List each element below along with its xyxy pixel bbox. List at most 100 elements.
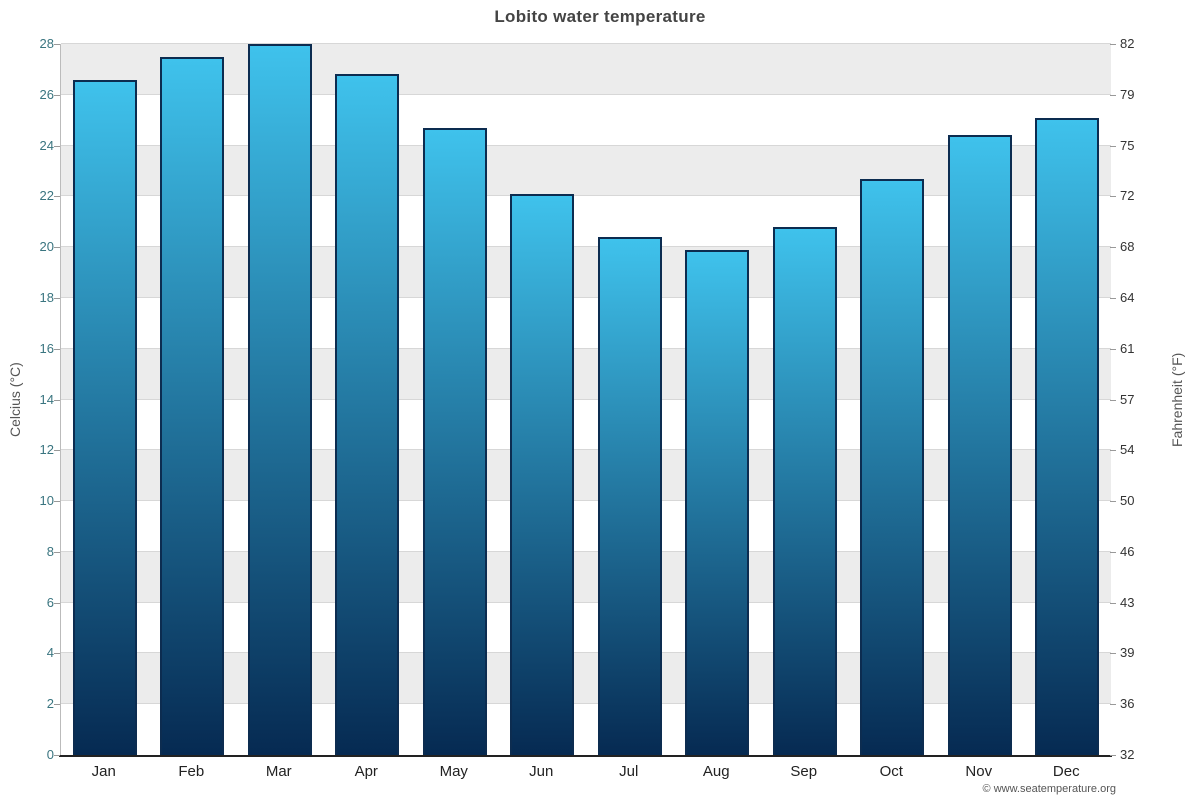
axis-tick-mark	[1110, 94, 1116, 96]
axis-tick-mark	[1110, 297, 1116, 299]
bar-jan	[72, 79, 137, 755]
bar-dec	[1035, 117, 1100, 755]
background-band	[61, 94, 1111, 146]
x-tick-label-jun: Jun	[529, 763, 554, 780]
gridline	[61, 398, 1111, 400]
bar-may	[422, 127, 487, 755]
axis-tick-mark	[1110, 196, 1116, 198]
y-tick-fahrenheit: 75	[1120, 137, 1135, 153]
axis-tick-mark	[54, 94, 60, 96]
x-tick-label-mar: Mar	[265, 763, 292, 780]
gridline	[61, 652, 1111, 654]
axis-tick-mark	[1110, 399, 1116, 401]
background-band	[61, 450, 1111, 502]
y-tick-fahrenheit: 43	[1120, 594, 1135, 610]
x-tick-label-nov: Nov	[965, 763, 993, 780]
y-tick-celsius: 10	[39, 493, 54, 509]
axis-tick-mark	[1110, 501, 1116, 503]
background-band	[61, 501, 1111, 552]
gridline	[61, 703, 1111, 705]
background-band	[61, 602, 1111, 654]
gridline	[61, 144, 1111, 146]
footer-credit: © www.seatemperature.org	[983, 783, 1116, 795]
gridline	[61, 550, 1111, 552]
gridline	[61, 601, 1111, 603]
axis-tick-mark	[1110, 145, 1116, 147]
y-tick-celsius: 8	[46, 543, 54, 559]
axis-tick-mark	[54, 653, 60, 655]
gridline	[61, 347, 1111, 349]
chart-title: Lobito water temperature	[494, 7, 706, 26]
bar-aug	[685, 249, 750, 755]
bar-apr	[335, 74, 400, 755]
y-axis-label-fahrenheit: Fahrenheit (°F)	[1169, 352, 1185, 447]
axis-tick-mark	[1110, 551, 1116, 553]
axis-tick-mark	[54, 196, 60, 198]
gridline	[61, 93, 1111, 95]
background-band	[61, 145, 1111, 197]
axis-tick-mark	[54, 704, 60, 706]
y-tick-celsius: 12	[39, 442, 54, 458]
y-tick-fahrenheit: 61	[1120, 340, 1135, 356]
axis-tick-mark	[1110, 450, 1116, 452]
y-tick-fahrenheit: 64	[1120, 289, 1135, 305]
x-tick-label-sep: Sep	[790, 763, 818, 780]
x-tick-label-may: May	[439, 763, 468, 780]
axis-tick-mark	[54, 450, 60, 452]
x-tick-label-dec: Dec	[1052, 763, 1080, 780]
x-tick-label-jan: Jan	[91, 763, 116, 780]
axis-tick-mark	[54, 551, 60, 553]
bar-nov	[947, 135, 1012, 755]
y-tick-celsius: 6	[46, 594, 54, 610]
background-band	[61, 247, 1111, 298]
x-axis-line	[59, 755, 1112, 757]
bar-jun	[510, 193, 575, 755]
axis-tick-mark	[54, 348, 60, 350]
axis-tick-mark	[1110, 602, 1116, 604]
axis-tick-mark	[54, 297, 60, 299]
x-tick-label-aug: Aug	[702, 763, 730, 780]
background-band	[61, 704, 1111, 755]
axis-tick-mark	[1110, 653, 1116, 655]
plot-area	[60, 43, 1111, 755]
axis-tick-mark	[54, 602, 60, 604]
bar-mar	[247, 44, 312, 755]
bar-feb	[160, 56, 225, 755]
background-band	[61, 44, 1111, 95]
y-tick-celsius: 22	[39, 188, 54, 204]
y-tick-celsius: 28	[39, 36, 54, 51]
y-tick-celsius: 24	[39, 137, 54, 153]
y-tick-celsius: 18	[39, 289, 54, 305]
y-tick-celsius: 16	[39, 340, 54, 356]
y-tick-fahrenheit: 79	[1120, 86, 1135, 102]
bar-jul	[597, 237, 662, 755]
gridline	[61, 296, 1111, 298]
gridline	[61, 43, 1111, 44]
axis-tick-mark	[54, 755, 60, 756]
axis-tick-mark	[54, 247, 60, 249]
y-tick-celsius: 20	[39, 239, 54, 255]
background-band	[61, 399, 1111, 451]
axis-tick-mark	[54, 501, 60, 503]
axis-tick-mark	[1110, 755, 1116, 756]
bar-sep	[772, 226, 837, 755]
background-band	[61, 348, 1111, 400]
background-band	[61, 196, 1111, 248]
y-tick-fahrenheit: 57	[1120, 391, 1135, 407]
background-band	[61, 551, 1111, 603]
y-tick-fahrenheit: 46	[1120, 543, 1135, 559]
background-band	[61, 297, 1111, 349]
background-band	[61, 653, 1111, 705]
x-tick-label-apr: Apr	[354, 763, 378, 780]
axis-tick-mark	[54, 44, 60, 45]
x-tick-label-jul: Jul	[619, 763, 639, 780]
y-tick-celsius: 26	[39, 86, 54, 102]
axis-tick-mark	[54, 399, 60, 401]
bar-oct	[860, 178, 925, 755]
axis-tick-mark	[1110, 704, 1116, 706]
y-tick-celsius: 14	[39, 391, 54, 407]
gridline	[61, 449, 1111, 451]
y-tick-fahrenheit: 72	[1120, 188, 1135, 204]
x-tick-label-feb: Feb	[178, 763, 205, 780]
